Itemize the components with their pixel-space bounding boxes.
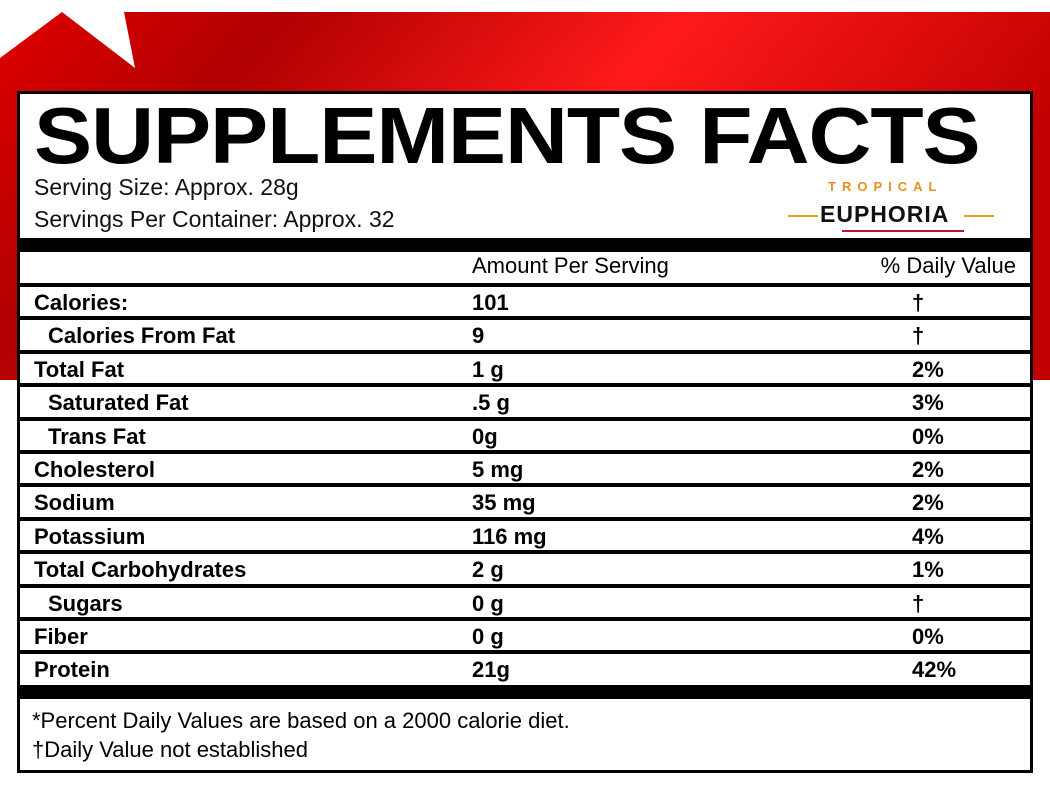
- footnote: †Daily Value not established: [32, 737, 308, 762]
- amount: .5 g: [472, 390, 510, 416]
- nutrient-name: Potassium: [34, 523, 146, 549]
- amount: 0 g: [472, 624, 504, 649]
- nutrient-name: Trans Fat: [48, 423, 146, 449]
- table-row: Cholesterol 5 mg 2%: [20, 450, 1030, 483]
- footnote: *Percent Daily Values are based on a 200…: [32, 708, 570, 733]
- column-header: Amount Per Serving: [472, 253, 669, 278]
- daily-value: 0%: [912, 423, 944, 449]
- table-row: Fiber 0 g 0%: [20, 617, 1030, 650]
- column-header: % Daily Value: [880, 253, 1016, 278]
- thick-rule: [20, 685, 1030, 699]
- table-row: Total Carbohydrates 2 g 1%: [20, 550, 1030, 583]
- logo-top: TROPICAL: [828, 179, 943, 194]
- table-row: Saturated Fat .5 g 3%: [20, 383, 1030, 416]
- logo-underline: [842, 230, 964, 232]
- amount: 1 g: [472, 356, 504, 382]
- amount: 5 mg: [472, 457, 524, 482]
- daily-value: 2%: [912, 490, 944, 516]
- nutrient-name: Saturated Fat: [48, 390, 189, 416]
- logo-bottom: EUPHORIA: [820, 201, 950, 227]
- daily-value: 2%: [912, 356, 944, 382]
- nutrient-name: Calories From Fat: [48, 323, 236, 349]
- table-row: Sodium 35 mg 2%: [20, 483, 1030, 516]
- daily-value: †: [912, 590, 925, 616]
- nutrient-name: Protein: [34, 657, 110, 683]
- nutrient-name: Sugars: [48, 590, 123, 616]
- daily-value: 4%: [912, 523, 944, 549]
- servings-per-container: Servings Per Container: Approx. 32: [34, 206, 395, 232]
- table-row: Protein 21g 42%: [20, 650, 1030, 683]
- amount: 0g: [472, 423, 498, 449]
- table-row: Trans Fat 0g 0%: [20, 416, 1030, 450]
- daily-value: 42%: [912, 657, 957, 683]
- table-row: Total Fat 1 g 2%: [20, 349, 1030, 383]
- amount: 2 g: [472, 557, 504, 583]
- serving-size: Serving Size: Approx. 28g: [34, 174, 299, 200]
- daily-value: 1%: [912, 557, 944, 583]
- nutrient-name: Cholesterol: [34, 457, 156, 482]
- table-row: Calories From Fat 9 †: [20, 316, 1030, 349]
- thick-rule: [20, 238, 1030, 252]
- amount: 21g: [472, 657, 510, 683]
- nutrient-name: Calories:: [34, 290, 129, 315]
- logo-line: [964, 215, 994, 217]
- amount: 9: [472, 323, 485, 349]
- facts-panel: SUPPLEMENTS FACTS Serving Size: Approx. …: [17, 91, 1033, 773]
- amount: 101: [472, 290, 509, 315]
- nutrient-name: Sodium: [34, 490, 115, 516]
- logo-line: [788, 215, 818, 217]
- daily-value: †: [912, 290, 925, 315]
- daily-value: †: [912, 323, 925, 349]
- amount: 35 mg: [472, 490, 536, 516]
- amount: 116 mg: [472, 523, 547, 549]
- daily-value: 0%: [912, 624, 944, 649]
- nutrient-name: Total Fat: [34, 356, 125, 382]
- table-row: Potassium 116 mg 4%: [20, 516, 1030, 550]
- title: SUPPLEMENTS FACTS: [34, 91, 981, 180]
- nutrient-name: Fiber: [34, 624, 88, 649]
- table-row: Sugars 0 g †: [20, 583, 1030, 617]
- daily-value: 2%: [912, 457, 944, 482]
- table-row: Calories: 101 †: [20, 283, 1030, 316]
- nutrient-name: Total Carbohydrates: [34, 557, 247, 583]
- amount: 0 g: [472, 590, 504, 616]
- daily-value: 3%: [912, 390, 944, 416]
